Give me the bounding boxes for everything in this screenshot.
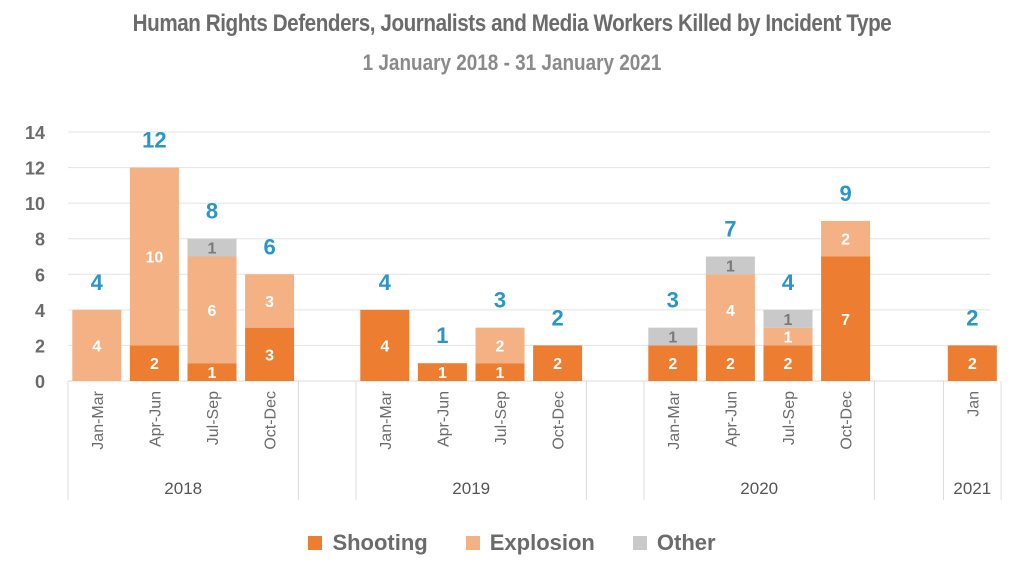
legend-item-explosion: Explosion (465, 530, 595, 556)
legend-item-shooting: Shooting (308, 530, 428, 556)
x-category-label: Apr-Jun (723, 391, 740, 447)
segment-label: 2 (668, 356, 677, 373)
x-category-label: Jan (965, 391, 982, 417)
total-label: 3 (667, 288, 679, 313)
legend-swatch-explosion (465, 536, 480, 550)
bar-segment-explosion (129, 167, 179, 346)
segment-label: 1 (208, 241, 217, 258)
segment-label: 2 (784, 356, 793, 373)
segment-label: 4 (726, 303, 735, 320)
segment-label: 1 (496, 365, 505, 382)
x-category-label: Jan-Mar (378, 390, 395, 449)
total-label: 4 (379, 270, 392, 295)
segment-label: 2 (968, 356, 977, 373)
legend-swatch-shooting (308, 536, 323, 550)
segment-label: 2 (726, 356, 735, 373)
legend-label-shooting: Shooting (332, 530, 428, 555)
bar-segment-shooting (821, 256, 871, 381)
bar-segment-shooting (187, 363, 237, 381)
total-label: 9 (839, 181, 851, 206)
total-label: 2 (551, 305, 563, 330)
bar-segment-shooting (245, 327, 295, 381)
y-tick-label: 10 (25, 194, 45, 214)
y-tick-label: 12 (25, 159, 45, 179)
x-category-label: Oct-Dec (839, 391, 856, 450)
y-tick-label: 0 (35, 372, 45, 392)
x-category-label: Apr-Jun (435, 391, 452, 447)
bar-segment-shooting (475, 363, 525, 381)
chart-title: Human Rights Defenders, Journalists and … (132, 10, 892, 37)
x-group-label: 2021 (953, 479, 991, 498)
bar-segment-explosion (821, 220, 871, 257)
segment-label: 10 (146, 250, 164, 267)
total-label: 4 (782, 270, 795, 295)
x-category-label: Jan-Mar (666, 390, 683, 449)
x-group-label: 2020 (740, 479, 778, 498)
bar-segment-explosion (705, 274, 755, 346)
x-category-label: Jan-Mar (90, 390, 107, 449)
total-label: 4 (91, 270, 104, 295)
bar-segment-explosion (763, 327, 813, 346)
bar-segment-shooting (129, 345, 179, 381)
x-category-label: Jul-Sep (205, 391, 222, 445)
segment-label: 3 (265, 347, 274, 364)
segment-label: 2 (553, 356, 562, 373)
segment-label: 4 (380, 338, 389, 355)
bar-segment-explosion (187, 256, 237, 364)
x-group-label: 2018 (164, 479, 202, 498)
segment-label: 1 (784, 312, 793, 329)
segment-label: 1 (208, 365, 217, 382)
x-category-label: Apr-Jun (147, 391, 164, 447)
segment-label: 1 (726, 258, 735, 275)
x-group-label: 2019 (452, 479, 490, 498)
legend-label-other: Other (656, 530, 716, 555)
segment-label: 2 (841, 232, 850, 249)
bar-segment-other (648, 327, 698, 346)
total-label: 6 (263, 234, 275, 259)
bar-segment-shooting (947, 345, 997, 381)
y-tick-label: 2 (35, 336, 45, 356)
x-category-label: Jul-Sep (781, 391, 798, 445)
total-label: 7 (724, 217, 736, 242)
x-category-label: Jul-Sep (493, 391, 510, 445)
total-label: 3 (494, 288, 506, 313)
bar-segment-explosion (72, 309, 122, 381)
segment-label: 3 (265, 294, 274, 311)
y-tick-label: 6 (35, 265, 45, 285)
total-label: 12 (142, 128, 166, 153)
bar-segment-shooting (417, 363, 467, 381)
y-tick-label: 14 (25, 123, 45, 143)
chart-subtitle: 1 January 2018 - 31 January 2021 (362, 50, 662, 75)
bar-segment-shooting (763, 345, 813, 381)
total-label: 1 (436, 323, 448, 348)
bar-segment-shooting (360, 309, 410, 381)
segment-label: 1 (668, 330, 677, 347)
segment-label: 4 (92, 338, 101, 355)
legend-label-explosion: Explosion (489, 530, 595, 555)
bar-segment-other (705, 256, 755, 275)
segment-label: 6 (208, 303, 217, 320)
bar-segment-other (763, 309, 813, 328)
y-tick-label: 8 (35, 230, 45, 250)
segment-label: 1 (438, 365, 447, 382)
legend: Shooting Explosion Other (0, 530, 1024, 556)
segment-label: 7 (841, 312, 850, 329)
bar-segment-explosion (245, 274, 295, 328)
segment-label: 1 (784, 330, 793, 347)
total-label: 8 (206, 199, 218, 224)
bar-segment-shooting (705, 345, 755, 381)
bar-segment-shooting (648, 345, 698, 381)
bar-segment-shooting (533, 345, 583, 381)
legend-item-other: Other (632, 530, 716, 556)
total-label: 2 (966, 305, 978, 330)
x-category-label: Oct-Dec (263, 391, 280, 450)
x-category-label: Oct-Dec (551, 391, 568, 450)
bar-segment-other (187, 238, 237, 257)
legend-swatch-other (632, 536, 647, 550)
y-tick-label: 4 (35, 301, 45, 321)
bar-segment-explosion (475, 327, 525, 364)
segment-label: 2 (496, 338, 505, 355)
segment-label: 2 (150, 356, 159, 373)
